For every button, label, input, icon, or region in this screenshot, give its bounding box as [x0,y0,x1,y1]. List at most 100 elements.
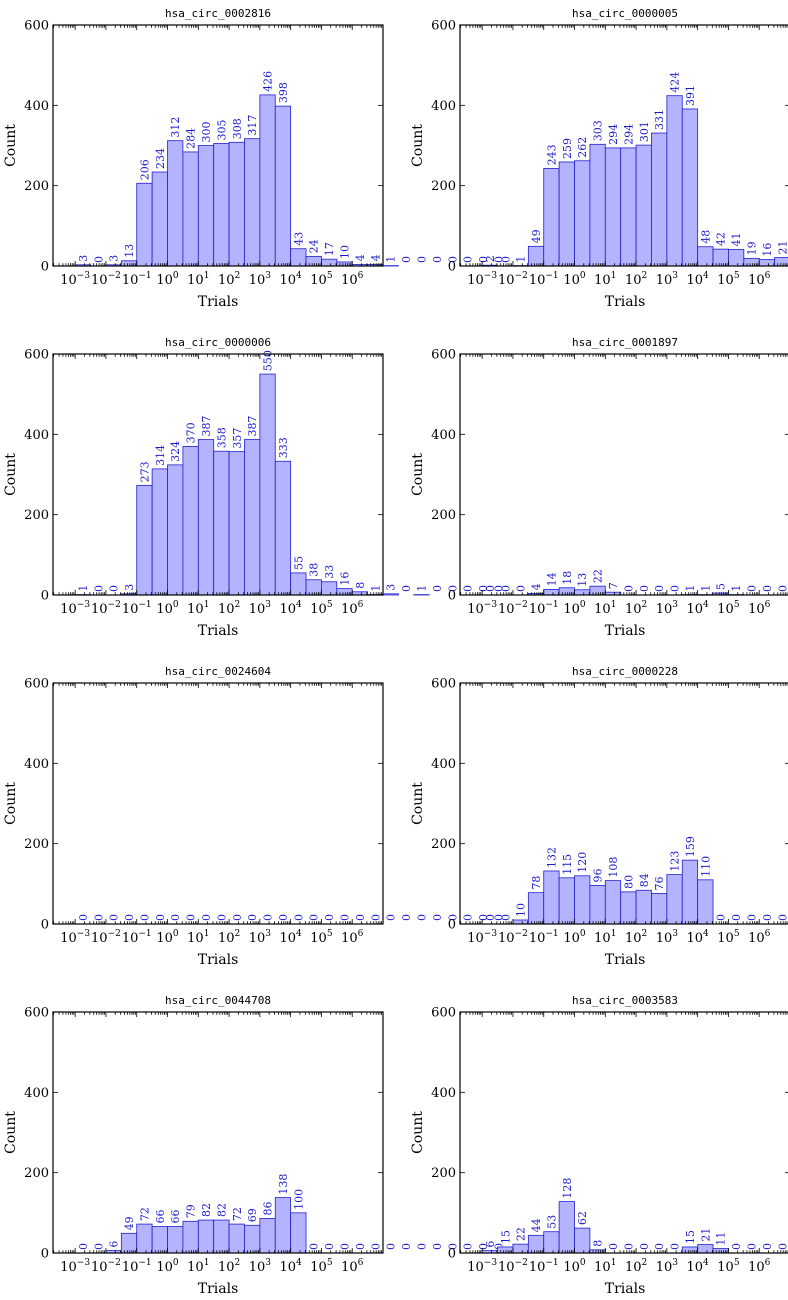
x-tick-label: 10−1 [529,1258,559,1275]
bar [305,579,322,596]
bar [635,889,652,925]
y-tick-label: 200 [431,508,456,523]
bar [574,589,591,596]
bar [666,95,683,267]
bar [182,445,199,596]
bar-value-label: 234 [154,148,167,169]
x-ticks [460,354,788,595]
x-tick-label: 105 [310,271,333,288]
bar [774,257,788,267]
x-tick-label: 10−1 [122,1258,152,1275]
bar-value-label: 0 [354,914,367,921]
y-tick-label: 0 [41,918,49,933]
bar [197,439,215,596]
bar [728,249,745,267]
bar-value-label: 13 [576,573,589,587]
x-tick-label: 10−3 [467,1258,497,1275]
x-tick-label: 106 [748,271,771,288]
bar [213,1219,230,1254]
bar-value-label: 19 [746,241,759,255]
y-tick-label: 0 [41,1247,49,1262]
x-tick-label: 102 [625,271,647,288]
y-tick-label: 0 [41,260,49,275]
x-axis-label: Trials [198,952,239,968]
bar-value-label: 0 [200,914,213,921]
bar-value-label: 0 [169,914,182,921]
bar-value-label: 22 [592,569,605,583]
x-tick-label: 106 [748,600,771,617]
bar-value-label: 0 [669,1243,682,1250]
y-axis-label: Count [410,124,426,167]
x-tick-label: 10−3 [467,600,497,617]
bar-value-label: 0 [746,914,759,921]
x-tick-label: 101 [594,929,616,946]
bar-value-label: 0 [515,585,528,592]
x-tick-label: 10−1 [122,600,152,617]
bar [321,258,338,267]
y-tick-label: 600 [24,677,49,692]
bar-value-label: 132 [545,847,558,868]
bar-value-label: 0 [323,914,336,921]
bar-value-label: 0 [653,1243,666,1250]
data-labels: 00041418132270000115100000000000 [484,569,788,592]
bar [244,138,261,267]
bar-value-label: 3 [123,584,136,591]
bar-value-label: 10 [515,903,528,917]
chart-title: hsa_circ_0000006 [165,336,271,349]
x-tick-label: 100 [563,271,586,288]
bar-value-label: 0 [308,914,321,921]
bar-value-label: 0 [185,914,198,921]
bar [197,1219,215,1254]
x-tick-label: 10−3 [60,1258,90,1275]
bar-value-label: 387 [200,416,213,437]
x-tick-label: 10−3 [467,271,497,288]
bar-value-label: 82 [215,1203,228,1217]
bar [120,1232,138,1254]
bar [167,140,184,267]
bar-value-label: 0 [746,585,759,592]
bar-value-label: 0 [746,1243,759,1250]
bar-value-label: 0 [215,914,228,921]
bar [151,1226,168,1254]
x-tick-label: 102 [218,600,240,617]
x-axis-label: Trials [605,1281,646,1297]
x-ticks [460,683,788,924]
bar-value-label: 424 [669,72,682,93]
data-labels: 61522445312862800000152111000000000000 [484,1178,788,1250]
y-axis-label: Count [3,1111,19,1154]
y-tick-label: 400 [431,757,456,772]
bar-value-label: 0 [77,914,90,921]
bar-value-label: 0 [499,585,512,592]
bar-value-label: 53 [545,1215,558,1229]
bar-value-label: 0 [277,914,290,921]
x-tick-label: 100 [156,600,179,617]
x-ticks [53,683,382,924]
bar-value-label: 284 [185,128,198,149]
bar-value-label: 0 [431,914,444,921]
bar-value-label: 8 [354,582,367,589]
axes-frame [459,1011,788,1254]
bar [666,874,683,925]
y-tick-label: 600 [431,1006,456,1021]
x-tick-label: 106 [748,929,771,946]
y-tick-label: 600 [431,19,456,34]
bar-value-label: 69 [246,1208,259,1222]
bar [512,1243,529,1254]
bar [635,144,652,267]
bar [512,919,529,925]
bar-value-label: 24 [308,239,321,253]
x-ticks [53,354,382,595]
y-tick-label: 400 [24,757,49,772]
x-tick-label: 103 [249,929,272,946]
x-tick-label: 10−2 [498,600,528,617]
y-tick-label: 600 [431,348,456,363]
y-tick-label: 200 [431,1166,456,1181]
bar [167,464,184,596]
bar-value-label: 300 [200,122,213,143]
